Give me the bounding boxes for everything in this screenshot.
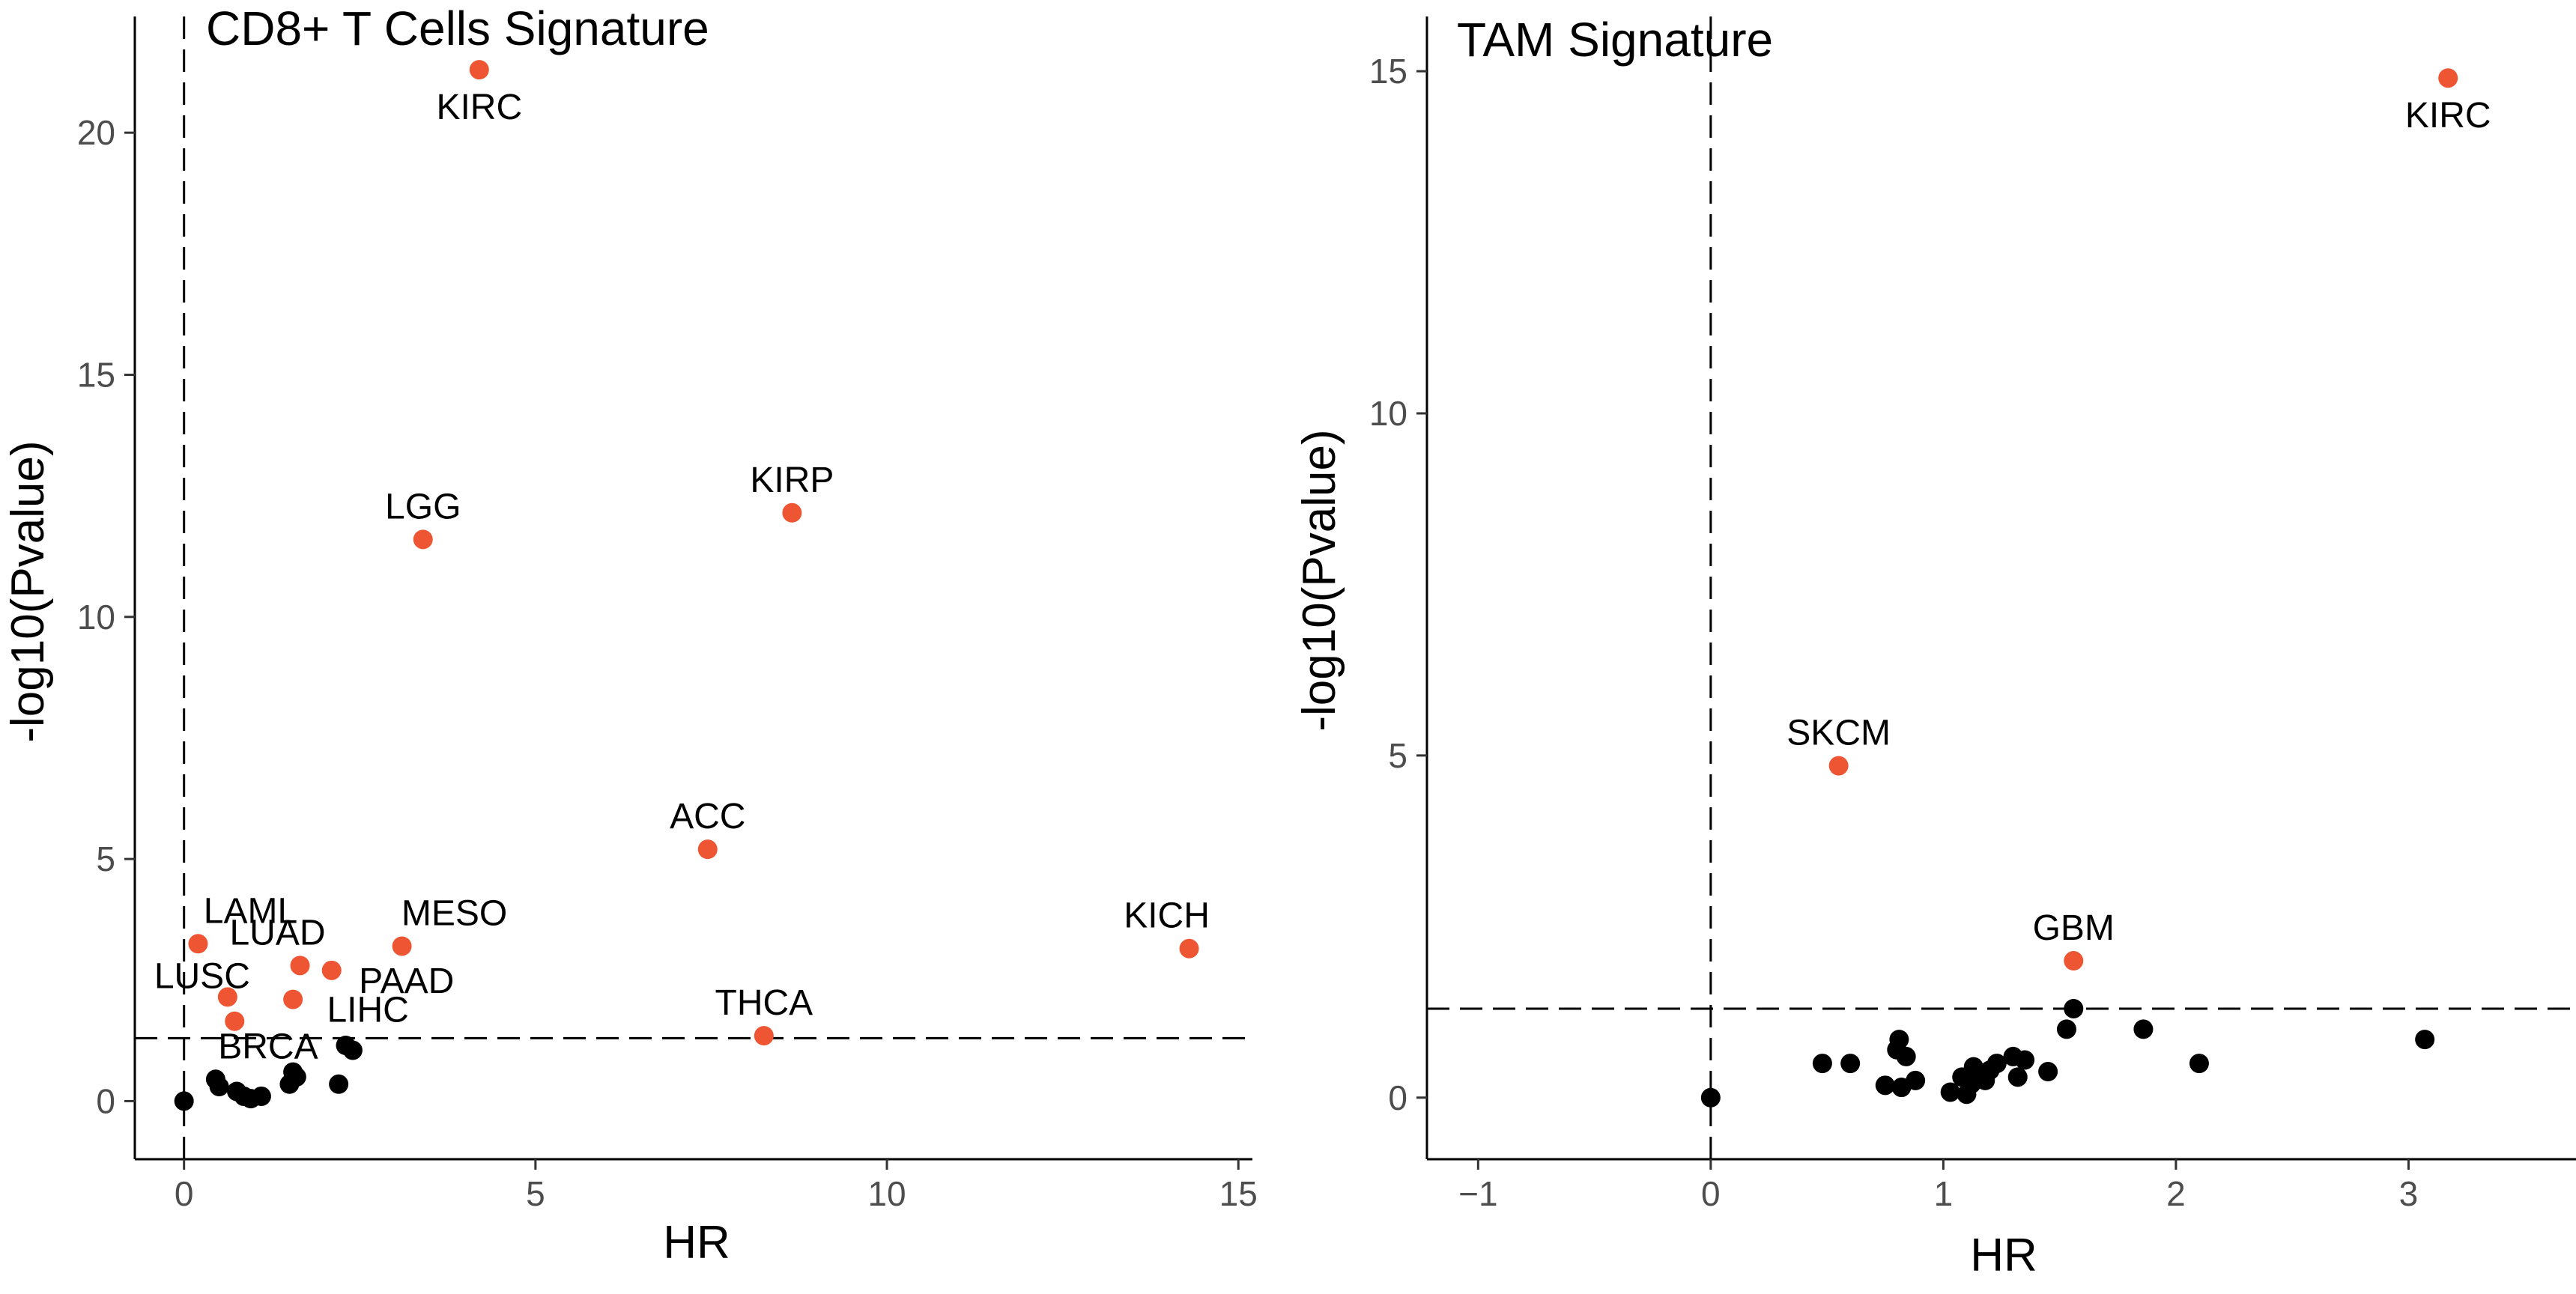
- x-tick-label: 2: [2166, 1174, 2186, 1213]
- point-marks: [174, 60, 1199, 1111]
- cd8-scatter-panel: CD8+ T Cells Signature HR -log10(Pvalue)…: [2, 1, 1258, 1269]
- y-tick-label: 15: [77, 355, 115, 394]
- data-point: [286, 1067, 306, 1087]
- data-point: [1906, 1070, 1926, 1090]
- data-point: [1940, 1082, 1960, 1102]
- data-point: [1812, 1054, 1832, 1074]
- point-label: LUAD: [229, 913, 325, 953]
- point-lihc: [283, 989, 303, 1009]
- panel-title: TAM Signature: [1457, 13, 1773, 67]
- data-point: [1963, 1057, 1983, 1077]
- point-label: KICH: [1124, 896, 1210, 936]
- x-axis-label: HR: [663, 1217, 730, 1269]
- y-tick-label: 10: [77, 598, 115, 637]
- data-point: [2015, 1050, 2035, 1070]
- y-tick-label: 5: [96, 839, 115, 878]
- data-point: [225, 1011, 245, 1031]
- panel-title: CD8+ T Cells Signature: [206, 1, 709, 55]
- y-tick-label: 10: [1369, 394, 1407, 433]
- tick-group: 0 5 10 15 0 5 10 15 20: [77, 16, 1258, 1213]
- x-axis-label: HR: [1970, 1230, 2037, 1281]
- point-labels: KIRC LGG KIRP ACC KICH THCA MESO PAADLIHCLUADLA…: [154, 88, 1210, 1066]
- point-marks: [1700, 68, 2458, 1108]
- point-label: MESO: [401, 893, 507, 933]
- point-kirp: [782, 502, 802, 523]
- x-tick-label: 5: [526, 1174, 545, 1213]
- data-point: [2189, 1054, 2209, 1074]
- y-tick-label: 20: [77, 113, 115, 152]
- point-thca: [754, 1026, 774, 1046]
- x-tick-label: 0: [1701, 1174, 1721, 1213]
- x-tick-label: 0: [175, 1174, 194, 1213]
- point-kirc: [2438, 68, 2458, 88]
- data-point: [251, 1086, 271, 1106]
- y-tick-label: 0: [96, 1081, 115, 1120]
- data-point: [342, 1040, 363, 1060]
- point-label: LAML: [204, 891, 297, 931]
- data-point: [1896, 1046, 1916, 1066]
- point-paad: [321, 960, 342, 980]
- point-label: BRCA: [218, 1027, 318, 1066]
- y-axis-label: -log10(Pvalue): [1294, 429, 1345, 731]
- point-label: KIRP: [750, 461, 834, 500]
- point-luad: [290, 956, 310, 976]
- point-label: LUSC: [154, 956, 250, 996]
- point-lgg: [413, 529, 433, 550]
- point-skcm: [1828, 756, 1849, 776]
- data-point: [2064, 998, 2084, 1018]
- data-point: [174, 1091, 194, 1111]
- point-label: KIRC: [2405, 96, 2491, 136]
- data-point: [2056, 1019, 2076, 1039]
- y-tick-label: 0: [1388, 1078, 1407, 1117]
- data-point: [1700, 1087, 1721, 1108]
- data-point: [2133, 1019, 2154, 1039]
- point-lusc: [217, 987, 237, 1007]
- point-label: LGG: [385, 487, 461, 526]
- point-label: SKCM: [1786, 714, 1891, 753]
- point-labels: KIRC SKCM GBM: [1786, 96, 2491, 948]
- point-kirc: [469, 60, 489, 80]
- point-gbm: [2064, 951, 2084, 971]
- reference-lines: [1427, 16, 2576, 1159]
- data-point: [2415, 1030, 2435, 1050]
- point-label: GBM: [2033, 908, 2115, 948]
- data-point: [1986, 1054, 2007, 1074]
- point-label: PAAD: [359, 962, 454, 1001]
- x-tick-label: 10: [867, 1174, 906, 1213]
- data-point: [209, 1077, 229, 1097]
- point-acc: [697, 839, 718, 860]
- point-label: THCA: [715, 983, 813, 1023]
- point-laml: [188, 934, 208, 954]
- point-kich: [1179, 938, 1199, 959]
- y-tick-label: 5: [1388, 736, 1407, 775]
- x-tick-label: 1: [1934, 1174, 1954, 1213]
- data-point: [2007, 1067, 2028, 1087]
- point-label: ACC: [670, 797, 745, 836]
- tam-scatter-panel: TAM Signature HR -log10(Pvalue) −1 0 1 2 3 0 5…: [1294, 13, 2576, 1281]
- x-tick-label: 15: [1219, 1174, 1258, 1213]
- tick-group: −1 0 1 2 3 0 5 10 15: [1369, 16, 2576, 1213]
- data-point: [329, 1074, 349, 1094]
- y-tick-label: 15: [1369, 52, 1407, 91]
- y-axis-label: -log10(Pvalue): [2, 440, 54, 742]
- point-label: KIRC: [436, 88, 522, 127]
- x-tick-label: 3: [2399, 1174, 2419, 1213]
- data-point: [1875, 1075, 1895, 1096]
- reference-lines: [135, 16, 1252, 1159]
- x-tick-label: −1: [1458, 1174, 1497, 1213]
- data-point: [2038, 1062, 2058, 1082]
- data-point: [1840, 1054, 1861, 1074]
- point-label: LIHC: [327, 991, 408, 1030]
- point-meso: [392, 936, 412, 956]
